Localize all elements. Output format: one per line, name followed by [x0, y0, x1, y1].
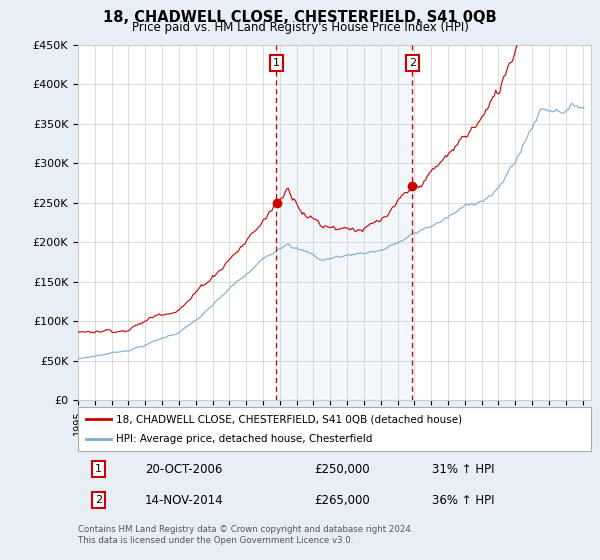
Text: 14-NOV-2014: 14-NOV-2014: [145, 493, 223, 507]
Text: 18, CHADWELL CLOSE, CHESTERFIELD, S41 0QB: 18, CHADWELL CLOSE, CHESTERFIELD, S41 0Q…: [103, 10, 497, 25]
Text: £265,000: £265,000: [314, 493, 370, 507]
Text: 36% ↑ HPI: 36% ↑ HPI: [432, 493, 494, 507]
Text: 31% ↑ HPI: 31% ↑ HPI: [432, 463, 494, 475]
Text: 2: 2: [409, 58, 416, 68]
Text: 18, CHADWELL CLOSE, CHESTERFIELD, S41 0QB (detached house): 18, CHADWELL CLOSE, CHESTERFIELD, S41 0Q…: [116, 414, 463, 424]
Text: 2: 2: [95, 495, 102, 505]
Bar: [277, 45, 412, 400]
Text: £250,000: £250,000: [314, 463, 370, 475]
Text: 1: 1: [95, 464, 102, 474]
Text: 1: 1: [273, 58, 280, 68]
Text: 20-OCT-2006: 20-OCT-2006: [145, 463, 222, 475]
Text: Price paid vs. HM Land Registry's House Price Index (HPI): Price paid vs. HM Land Registry's House …: [131, 21, 469, 34]
Text: Contains HM Land Registry data © Crown copyright and database right 2024.
This d: Contains HM Land Registry data © Crown c…: [78, 525, 413, 545]
Text: HPI: Average price, detached house, Chesterfield: HPI: Average price, detached house, Ches…: [116, 435, 373, 445]
